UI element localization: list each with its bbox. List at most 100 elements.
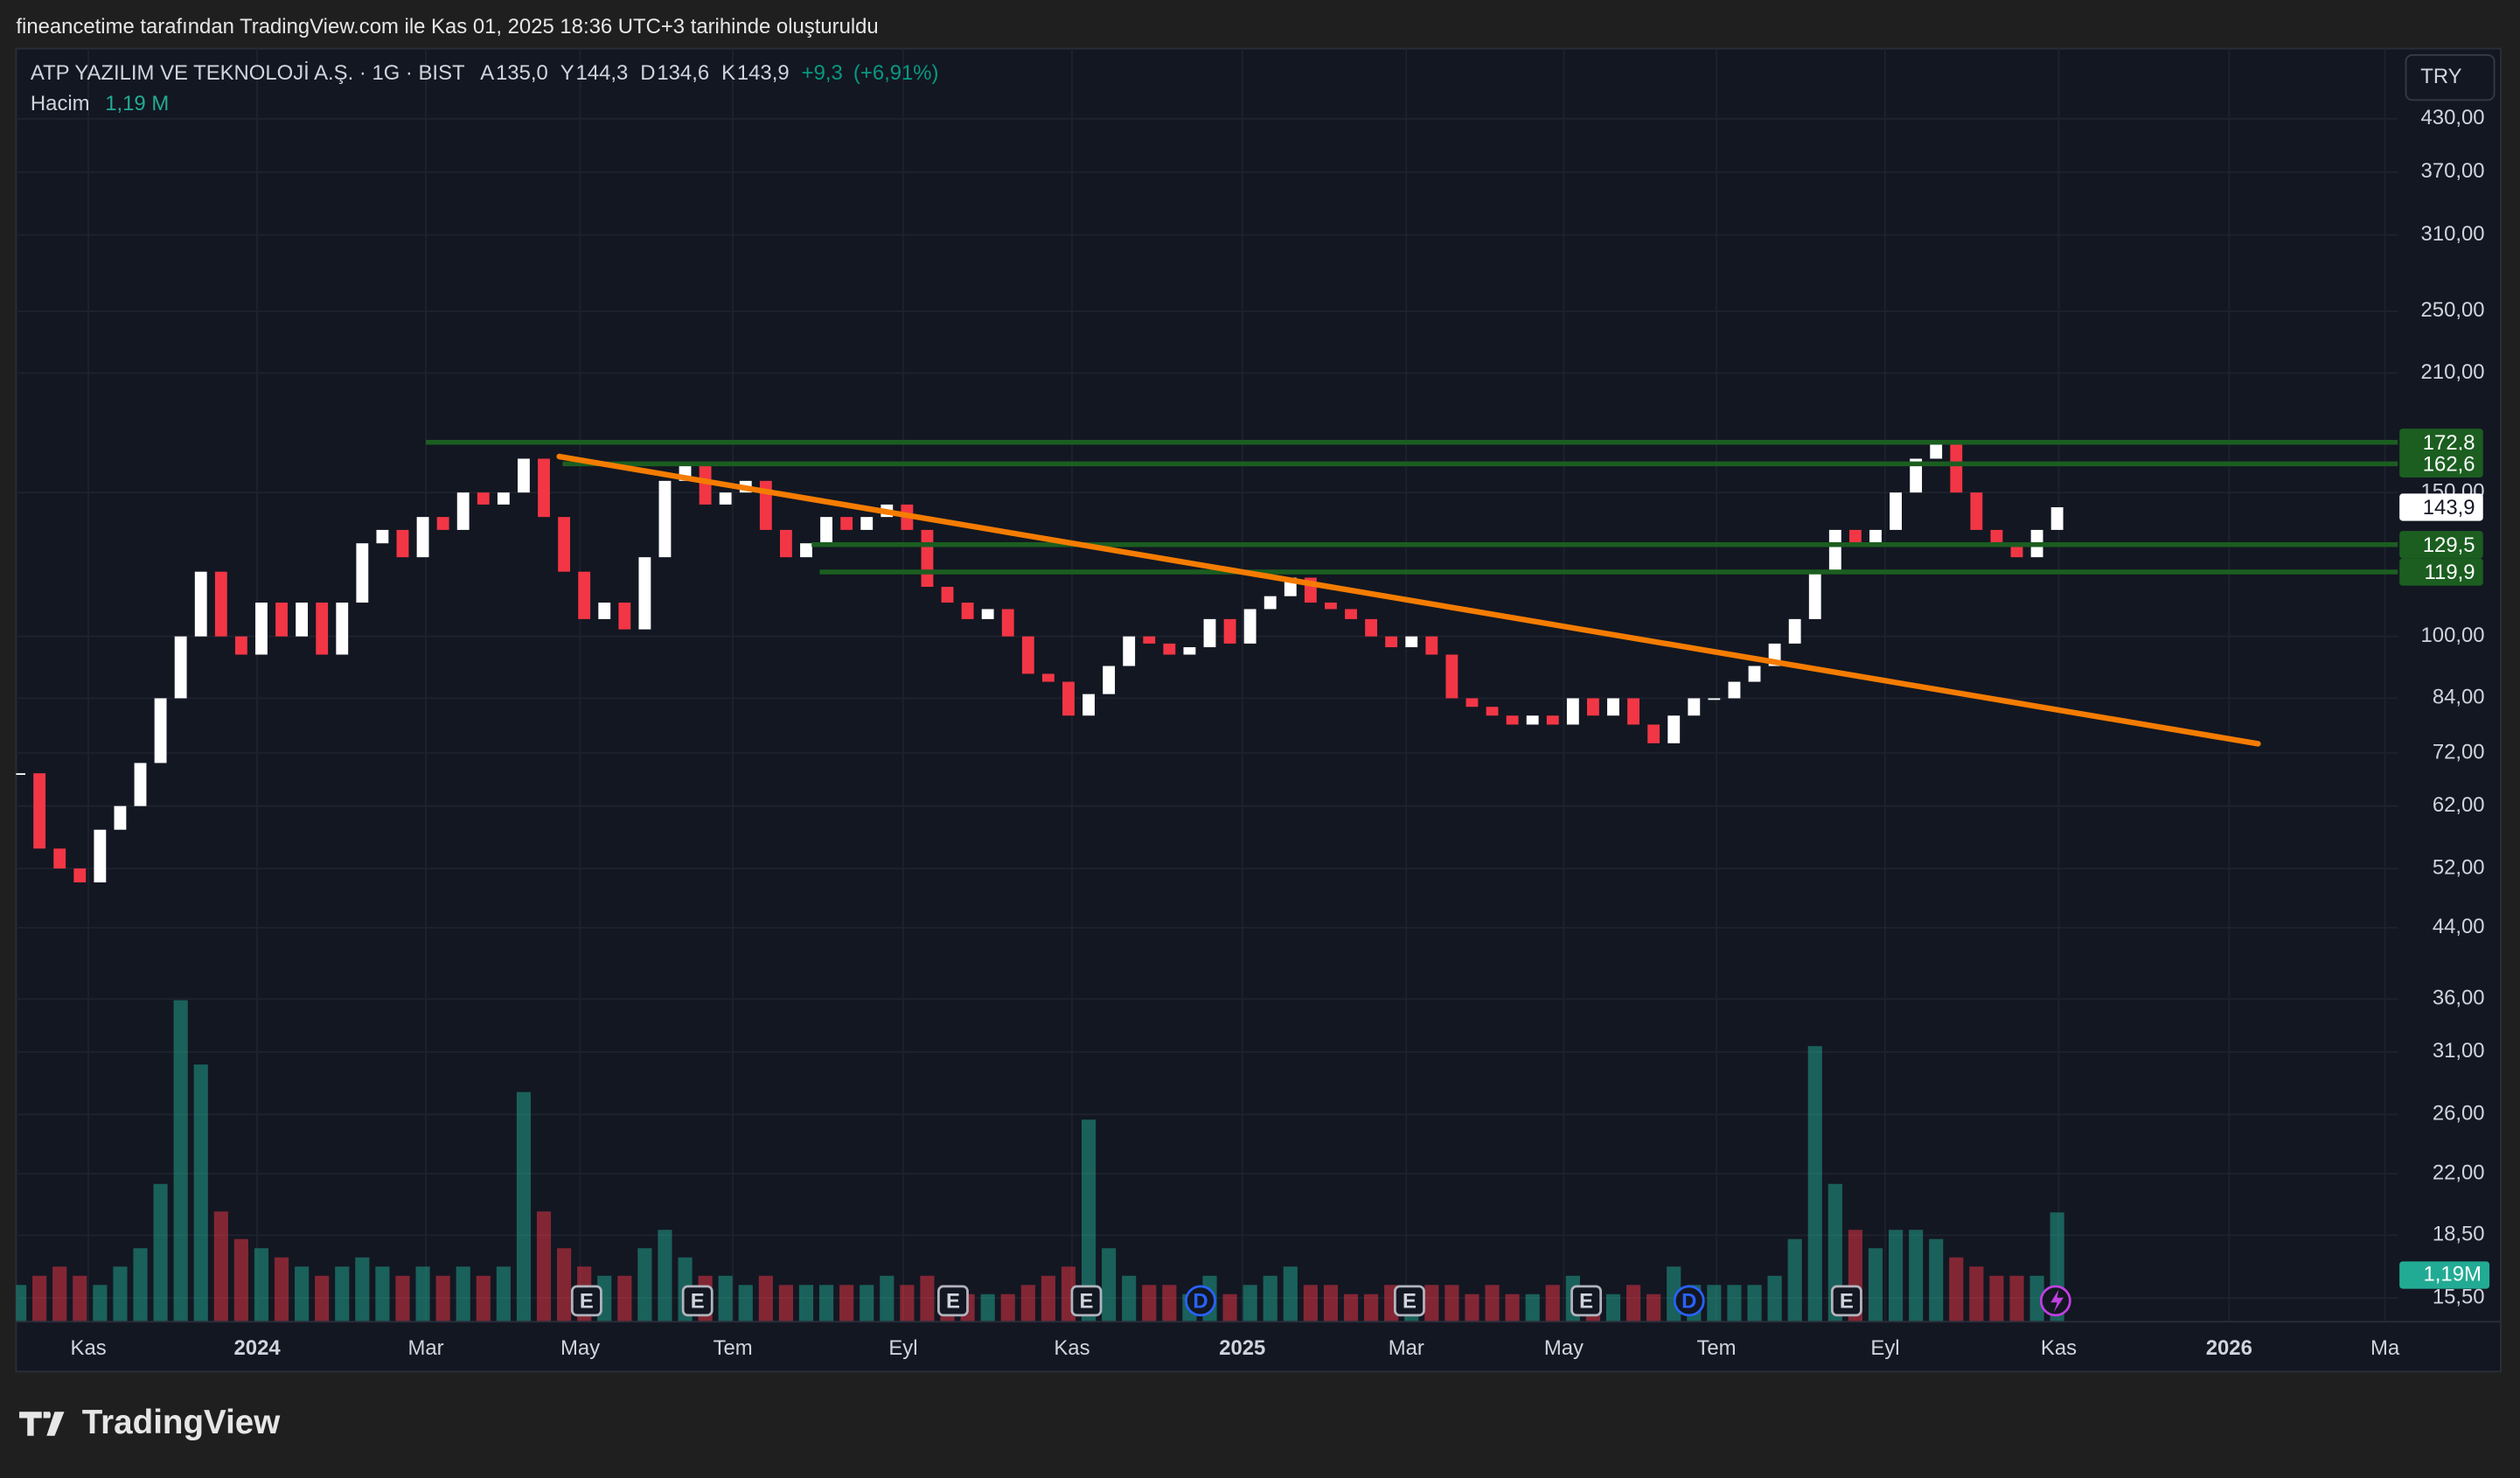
candle — [174, 636, 187, 699]
volume-bar — [295, 1266, 310, 1322]
event-marker — [1185, 1285, 1216, 1317]
x-tick-label: Mar — [408, 1336, 444, 1360]
candle — [1667, 715, 1681, 743]
candle — [1183, 647, 1196, 655]
currency-label[interactable]: TRY — [2420, 65, 2461, 88]
volume-bar — [415, 1266, 430, 1322]
volume-bar — [1767, 1275, 1782, 1322]
watermark: fineancetime tarafından TradingView.com … — [16, 15, 878, 38]
ohlc-name: Y — [560, 61, 574, 85]
level-tag — [2399, 531, 2483, 559]
volume-bar — [496, 1266, 511, 1322]
event-marker — [1070, 1285, 1103, 1317]
candle — [1082, 694, 1095, 716]
ohlc-value: 144,3 — [576, 61, 629, 85]
volume-bar — [1747, 1285, 1762, 1322]
candle — [1425, 636, 1438, 655]
event-label: E — [946, 1290, 960, 1314]
x-tick-label: Kas — [1054, 1336, 1089, 1360]
candle — [1869, 529, 1882, 544]
volume-bar — [738, 1285, 753, 1322]
candle — [1325, 603, 1337, 610]
candle — [1688, 698, 1701, 716]
level-tag-label: 119,9 — [2425, 561, 2475, 584]
level-tag-label: 129,5 — [2423, 533, 2475, 557]
volume-bar — [818, 1285, 834, 1322]
volume-bar — [254, 1248, 269, 1322]
x-tick-label: 2024 — [234, 1336, 282, 1360]
chart-pane — [15, 47, 2502, 1373]
ohlc-value: 134,6 — [657, 61, 709, 85]
candle — [1990, 529, 2003, 544]
candle — [1950, 443, 1963, 493]
y-tick-label: 210,00 — [2421, 360, 2485, 384]
event-label: E — [1080, 1290, 1094, 1314]
candle — [33, 773, 46, 849]
candle — [1021, 636, 1034, 674]
level-tag — [2399, 558, 2483, 586]
x-tick-label: Tem — [1696, 1336, 1736, 1360]
volume-bar — [73, 1275, 87, 1322]
volume-bar — [758, 1275, 773, 1322]
volume-bar — [1102, 1248, 1117, 1322]
candle — [1041, 673, 1055, 682]
x-tick-label: 2026 — [2206, 1336, 2252, 1360]
volume-bar — [1020, 1285, 1035, 1322]
candle — [214, 571, 227, 637]
volume-bar — [1727, 1285, 1742, 1322]
candle — [16, 773, 25, 776]
candle — [114, 805, 127, 830]
y-tick-label: 250,00 — [2421, 298, 2485, 322]
volume-bar — [1122, 1275, 1137, 1322]
candle — [336, 603, 349, 655]
volume-bar — [1646, 1293, 1661, 1322]
candle — [53, 848, 66, 869]
candle — [820, 517, 832, 544]
candle — [1828, 529, 1841, 572]
candle — [356, 543, 369, 603]
candle — [1930, 443, 1943, 459]
volume-bar — [1605, 1293, 1621, 1322]
candle — [316, 603, 329, 655]
event-label: E — [1840, 1290, 1854, 1314]
currency-button[interactable] — [2405, 54, 2496, 101]
event-label: E — [580, 1290, 594, 1314]
x-tick-label: May — [560, 1336, 600, 1360]
candle — [296, 603, 309, 637]
x-tick-label: Tem — [714, 1336, 753, 1360]
volume-bar — [1303, 1285, 1318, 1322]
candle — [961, 603, 974, 619]
y-tick-label: 22,00 — [2433, 1161, 2485, 1184]
logo-icon — [19, 1412, 65, 1436]
candle — [1103, 666, 1116, 694]
volume-bar — [153, 1183, 168, 1322]
event-marker — [681, 1285, 714, 1317]
candle — [1001, 609, 1014, 637]
volume-bar — [718, 1275, 733, 1322]
volume-title: Hacim — [31, 92, 90, 115]
volume-bar — [456, 1266, 470, 1322]
candle — [1748, 666, 1761, 682]
candle — [1526, 715, 1539, 725]
level-tag — [2399, 450, 2483, 478]
volume-bar — [1525, 1293, 1540, 1322]
x-tick-label: May — [1544, 1336, 1584, 1360]
level-tag — [2399, 429, 2483, 457]
candle — [2050, 507, 2064, 530]
candle — [1143, 636, 1156, 644]
volume-bar — [52, 1266, 67, 1322]
volume-bar — [1929, 1238, 1944, 1322]
candle — [1607, 698, 1619, 716]
y-tick-label: 31,00 — [2433, 1039, 2485, 1063]
candle — [1062, 681, 1075, 716]
last-price-tag — [2399, 493, 2483, 521]
change-pct: (+6,91%) — [853, 61, 939, 85]
candle — [1163, 643, 1176, 655]
volume-bar — [1807, 1046, 1822, 1322]
volume-bar — [798, 1285, 814, 1322]
volume-bar — [1625, 1285, 1641, 1322]
candle — [981, 609, 994, 619]
candle — [1365, 618, 1378, 637]
volume-bar — [476, 1275, 491, 1322]
